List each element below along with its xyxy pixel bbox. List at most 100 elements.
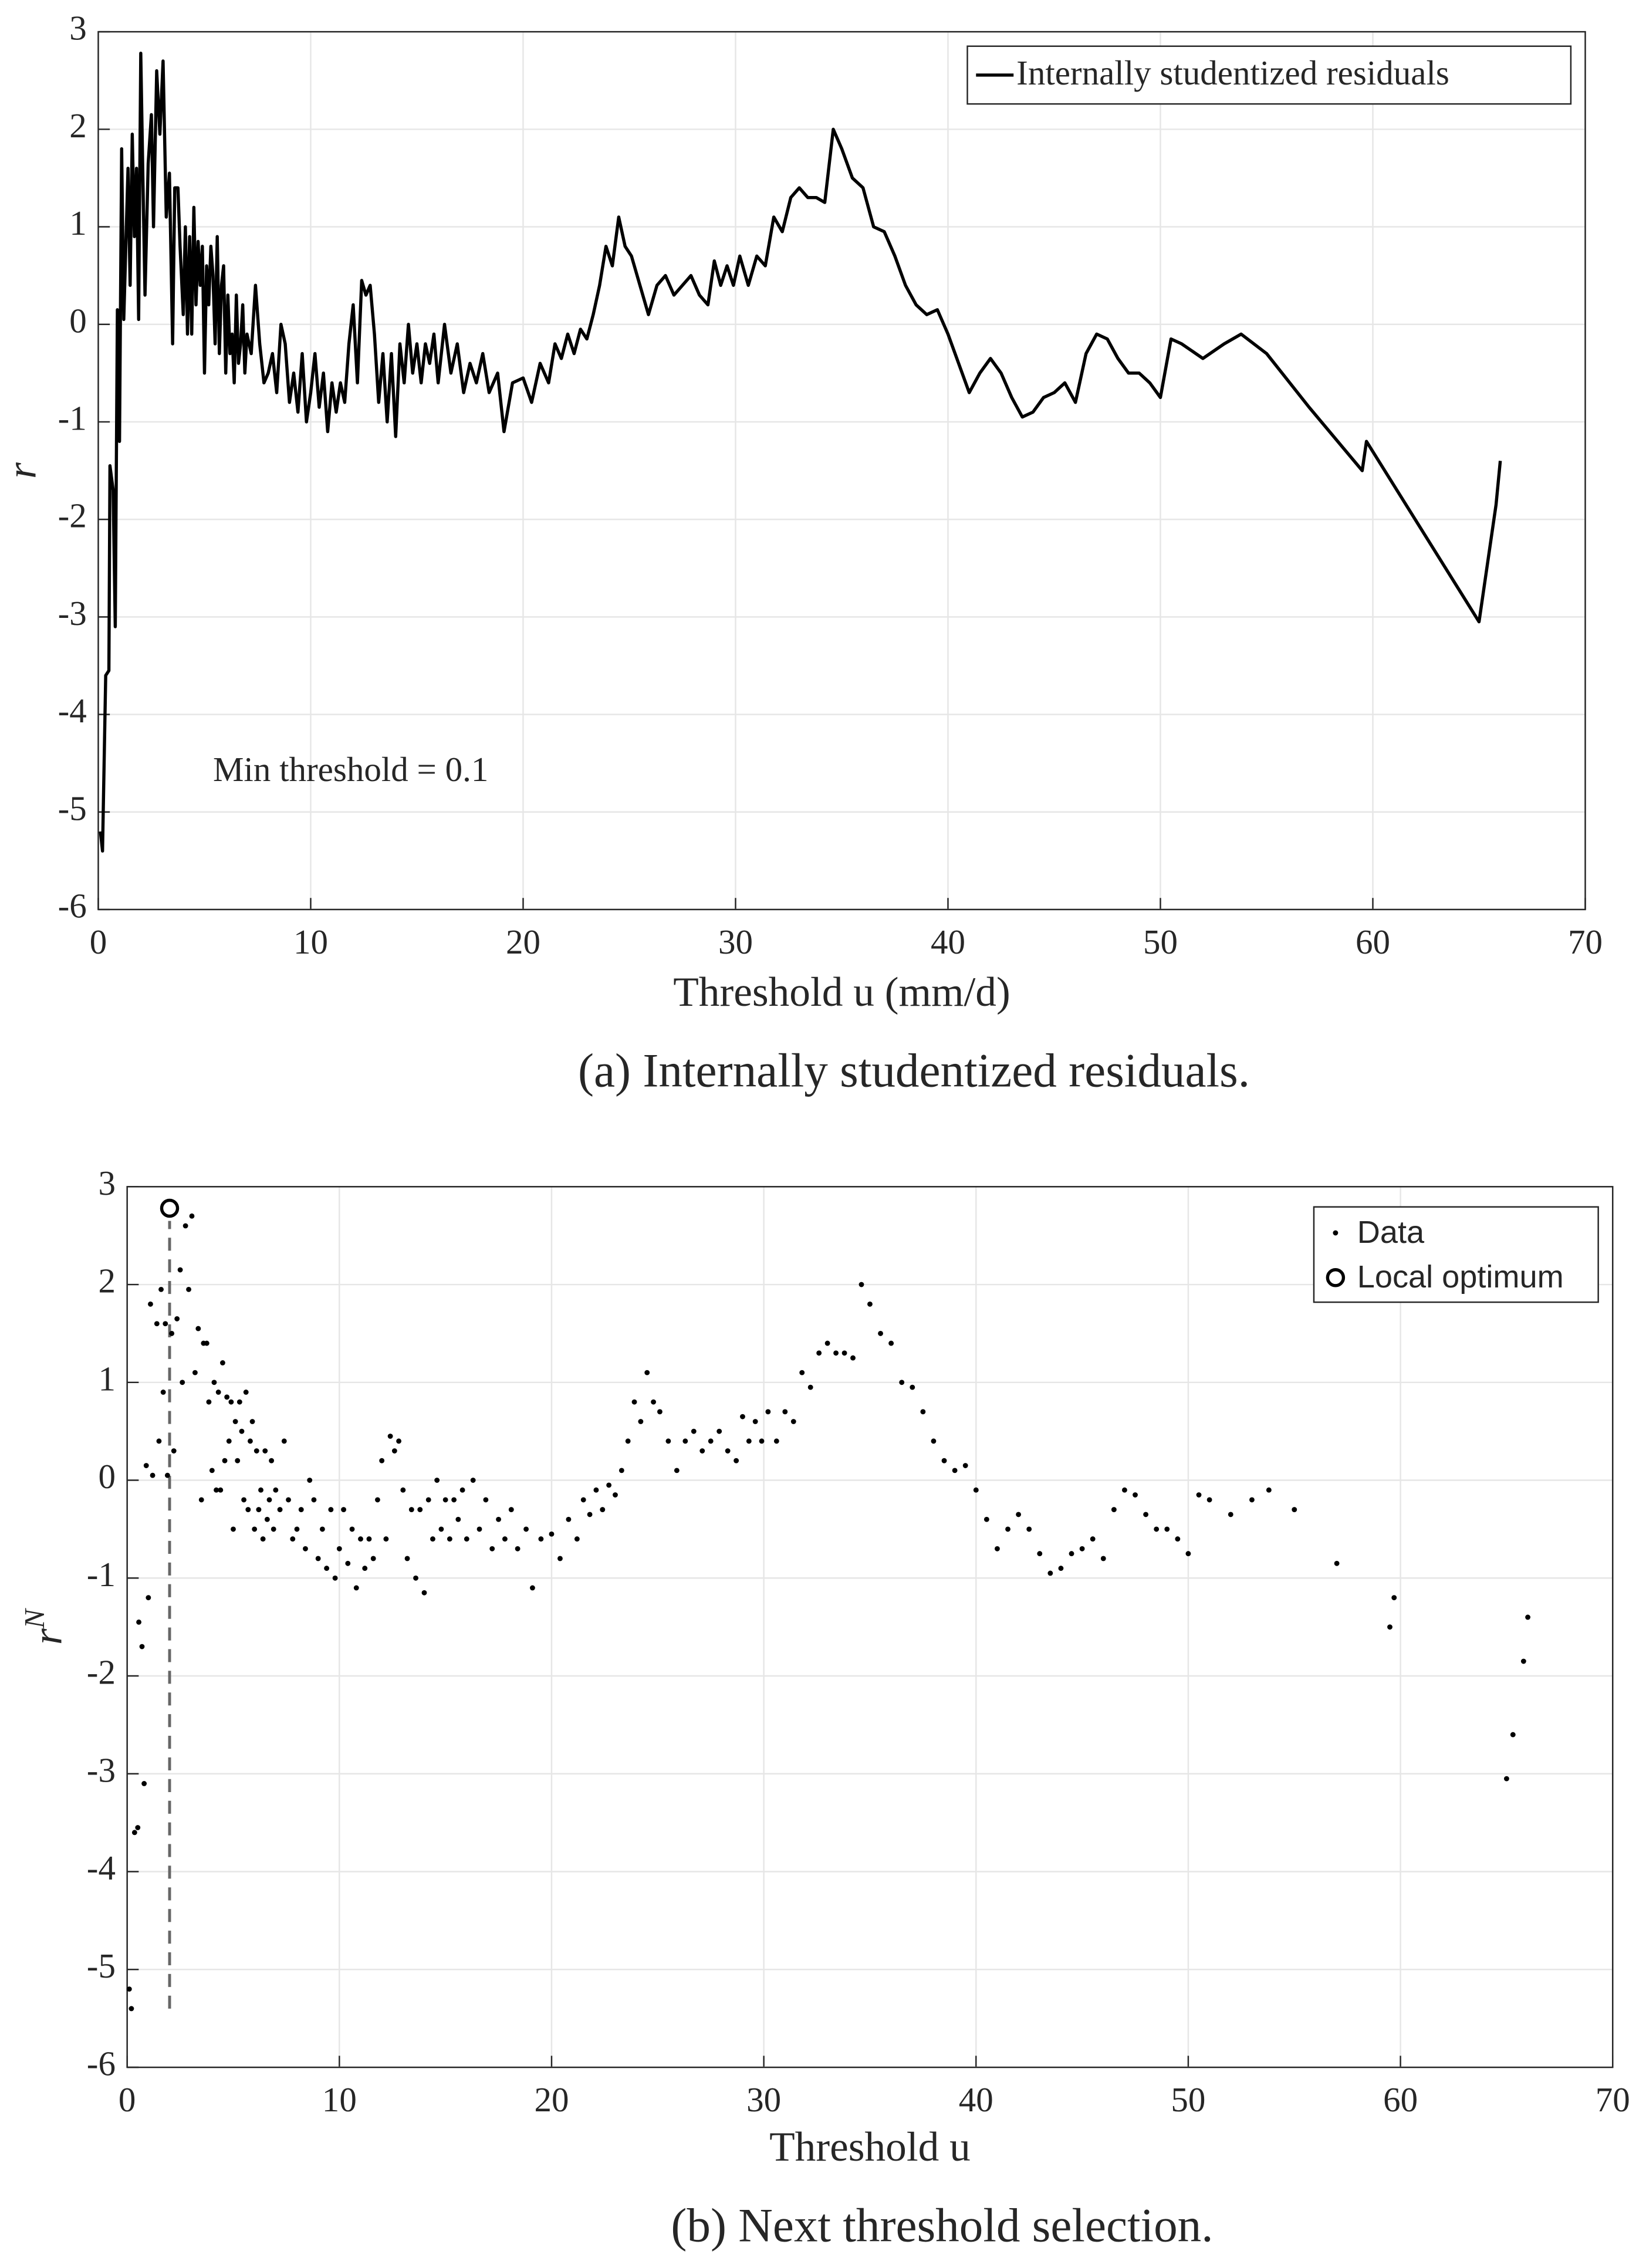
axes-box (97, 31, 1586, 911)
data-point (538, 1536, 544, 1542)
x-tick-label: 60 (1356, 922, 1390, 961)
data-point (557, 1556, 563, 1561)
data-point (186, 1286, 191, 1292)
data-point (1005, 1526, 1010, 1532)
data-point (1510, 1732, 1516, 1738)
data-point (349, 1526, 355, 1532)
data-point (269, 1458, 275, 1463)
data-point (1292, 1507, 1297, 1512)
data-point (833, 1350, 839, 1356)
y-tick-label: -4 (87, 1848, 116, 1887)
data-point (508, 1507, 514, 1512)
data-point (1133, 1492, 1138, 1498)
data-point (580, 1497, 586, 1503)
data-point (699, 1448, 705, 1454)
data-point (952, 1468, 958, 1473)
y-tick-label: -2 (87, 1653, 116, 1692)
x-tick-label: 50 (1171, 2080, 1205, 2119)
data-point (841, 1350, 847, 1356)
data-point (164, 1472, 170, 1478)
data-point (1196, 1492, 1202, 1498)
data-point (746, 1438, 752, 1444)
x-tick-label: 30 (718, 922, 753, 961)
x-tick-label: 50 (1143, 922, 1178, 961)
data-point (396, 1438, 402, 1444)
data-point (189, 1213, 195, 1219)
data-point (158, 1286, 164, 1292)
plot-area (127, 1187, 1613, 2068)
data-point (143, 1463, 149, 1468)
data-point (1100, 1556, 1106, 1561)
data-point (248, 1438, 253, 1444)
data-point (691, 1428, 697, 1434)
data-point (315, 1556, 321, 1561)
x-axis-label: Threshold u (769, 2124, 971, 2170)
data-point (177, 1267, 183, 1273)
data-point (1503, 1776, 1509, 1782)
data-point (995, 1546, 1000, 1552)
data-point (156, 1438, 162, 1444)
data-point (899, 1380, 905, 1385)
data-point (252, 1526, 258, 1532)
annotation: Min threshold = 0.1 (213, 750, 488, 789)
data-point (264, 1516, 270, 1522)
data-point (209, 1468, 215, 1473)
data-point (593, 1487, 599, 1493)
data-point (195, 1326, 201, 1331)
data-point (341, 1507, 346, 1512)
data-point (286, 1497, 291, 1503)
y-tick-label: 1 (98, 1359, 116, 1398)
data-point (358, 1536, 363, 1542)
data-point (644, 1370, 650, 1375)
data-point (483, 1497, 489, 1503)
data-point (258, 1487, 263, 1493)
data-point (126, 1986, 132, 1992)
data-point (303, 1546, 308, 1552)
y-tick-label: -5 (87, 1946, 116, 1985)
data-point (1122, 1487, 1127, 1493)
data-point (154, 1321, 160, 1327)
data-point (674, 1468, 680, 1473)
data-point (759, 1438, 765, 1444)
data-point (235, 1458, 241, 1463)
y-tick-label: 3 (98, 1164, 116, 1202)
y-tick-label: 2 (98, 1262, 116, 1300)
data-point (150, 1472, 156, 1478)
data-point (298, 1507, 304, 1512)
data-point (430, 1536, 435, 1542)
data-point (391, 1448, 397, 1454)
data-point (515, 1546, 520, 1552)
data-point (249, 1419, 255, 1424)
data-point (387, 1434, 393, 1439)
data-point (421, 1590, 427, 1596)
data-point (211, 1380, 217, 1385)
data-point (1185, 1551, 1191, 1557)
data-point (850, 1355, 856, 1361)
optimum-marker (160, 1198, 180, 1218)
data-point (638, 1419, 644, 1424)
data-point (1026, 1526, 1032, 1532)
legend-label: Data (1357, 1215, 1425, 1250)
y-tick-label: -1 (58, 398, 87, 437)
data-point (345, 1560, 351, 1566)
data-point (631, 1399, 637, 1405)
data-point (139, 1644, 145, 1650)
data-point (476, 1526, 482, 1532)
data-point (455, 1516, 461, 1522)
data-point (1164, 1526, 1170, 1532)
data-point (273, 1487, 279, 1493)
data-point (254, 1448, 259, 1454)
data-point (470, 1478, 476, 1483)
data-point (931, 1438, 937, 1444)
data-point (816, 1350, 822, 1356)
data-point (859, 1282, 864, 1287)
data-point (290, 1536, 296, 1542)
x-tick-label: 20 (534, 2080, 569, 2119)
data-point (983, 1516, 989, 1522)
data-point (307, 1478, 313, 1483)
y-axis-label-main: r (25, 1628, 71, 1645)
data-point (790, 1419, 796, 1424)
data-point (160, 1390, 166, 1395)
data-point (239, 1428, 245, 1434)
